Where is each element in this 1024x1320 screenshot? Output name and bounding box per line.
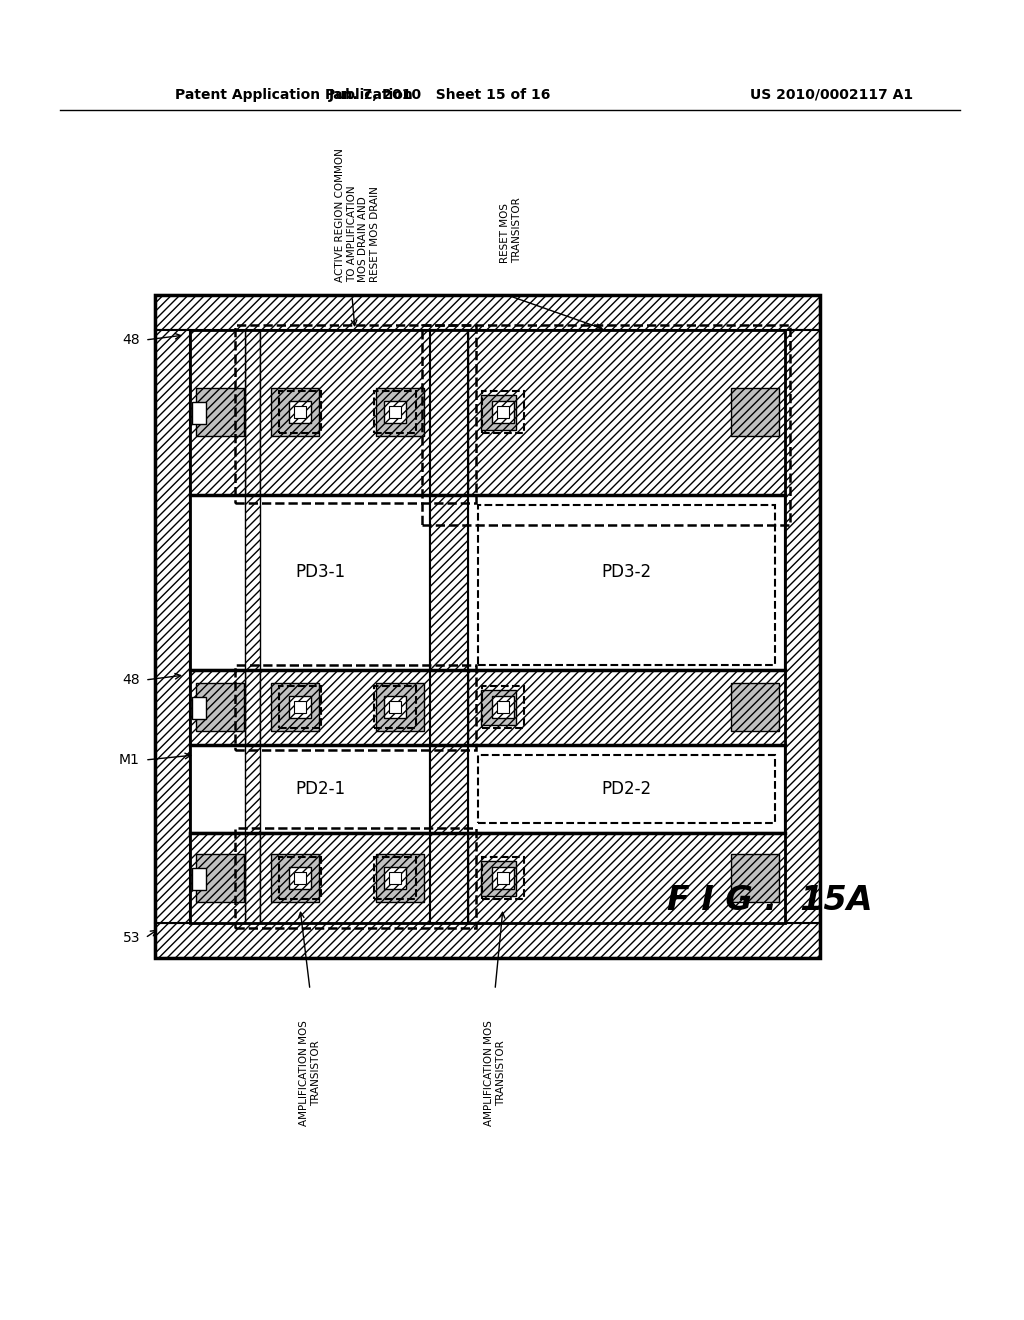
Bar [468,495,785,730]
Bar [468,671,785,744]
Text: Patent Application Publication: Patent Application Publication [175,88,413,102]
Text: AMPLIFICATION MOS
TRANSISTOR: AMPLIFICATION MOS TRANSISTOR [484,1020,506,1126]
Text: Jan. 7, 2010   Sheet 15 of 16: Jan. 7, 2010 Sheet 15 of 16 [329,88,551,102]
Bar [193,869,206,890]
Bar [279,686,321,729]
Bar [468,833,785,923]
Bar [482,686,524,729]
Bar [271,854,319,902]
Bar [279,857,321,899]
Bar [497,701,509,713]
Bar [376,682,424,731]
Bar [155,294,820,330]
Bar [481,395,516,430]
Bar [190,330,785,495]
Bar [260,671,430,744]
Text: PD3-1: PD3-1 [295,564,345,581]
Text: AMPLIFICATION MOS
TRANSISTOR: AMPLIFICATION MOS TRANSISTOR [299,1020,321,1126]
Bar [260,833,430,923]
Text: 48: 48 [123,673,140,686]
Bar [481,861,516,896]
Bar [196,854,244,902]
Text: PD3-2: PD3-2 [601,564,651,581]
Bar [482,391,524,433]
Bar [481,690,516,725]
Bar [190,744,430,833]
Text: M1: M1 [119,752,140,767]
Bar [492,867,514,888]
Bar [482,857,524,899]
Bar [190,833,785,923]
Bar [294,873,306,884]
Bar [478,755,775,822]
Bar [271,682,319,731]
Bar [376,388,424,436]
Bar [430,330,468,923]
Bar [190,833,245,923]
Text: PD2-1: PD2-1 [295,780,345,799]
Bar [234,325,476,503]
Bar [155,330,190,923]
Bar [422,325,790,525]
Bar [478,506,775,665]
Bar [289,867,311,888]
Bar [289,401,311,422]
Text: 53: 53 [123,931,140,945]
Bar [294,407,306,418]
Bar [294,701,306,713]
Bar [190,495,430,730]
Bar [389,873,401,884]
Bar [497,407,509,418]
Bar [193,697,206,719]
Text: PD2-2: PD2-2 [601,780,651,799]
Bar [234,828,476,928]
Bar [785,330,820,923]
Bar [497,873,509,884]
Bar [260,330,430,495]
Bar [190,330,245,495]
Text: F I G .  15A: F I G . 15A [668,883,872,916]
Bar [155,923,820,958]
Bar [492,401,514,422]
Bar [376,854,424,902]
Bar [731,388,779,436]
Bar [190,671,785,744]
Bar [289,696,311,718]
Text: ACTIVE REGION COMMON
TO AMPLIFICATION
MOS DRAIN AND
RESET MOS DRAIN: ACTIVE REGION COMMON TO AMPLIFICATION MO… [335,148,380,282]
Bar [190,330,785,923]
Bar [468,330,785,495]
Bar [384,401,406,422]
Bar [155,294,820,958]
Bar [389,701,401,713]
Bar [384,696,406,718]
Bar [190,671,245,744]
Bar [492,696,514,718]
Bar [279,391,321,433]
Bar [389,407,401,418]
Bar [196,682,244,731]
Bar [731,682,779,731]
Bar [374,391,416,433]
Bar [245,330,260,923]
Text: RESET MOS
TRANSISTOR: RESET MOS TRANSISTOR [500,197,521,263]
Bar [374,857,416,899]
Bar [271,388,319,436]
Bar [234,665,476,750]
Bar [384,867,406,888]
Text: 48: 48 [123,333,140,347]
Bar [193,403,206,424]
Bar [468,744,785,833]
Bar [196,388,244,436]
Text: US 2010/0002117 A1: US 2010/0002117 A1 [750,88,913,102]
Bar [731,854,779,902]
Bar [374,686,416,729]
